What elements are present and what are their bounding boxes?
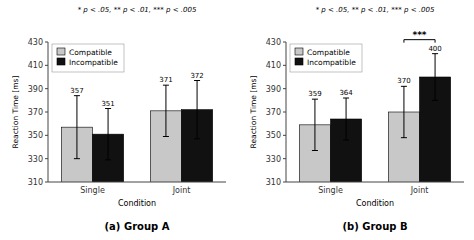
y-tick-label: 370 <box>266 108 281 117</box>
panel: 310 330 350 370 390 410 430 357 371 351 372 Single J… <box>11 6 226 240</box>
error-cap <box>312 150 318 151</box>
error-cap <box>401 86 407 87</box>
data-label: 370 <box>397 77 410 85</box>
error-line <box>76 96 77 159</box>
data-label: 372 <box>190 72 203 80</box>
y-axis-label: Reaction Time [ms] <box>249 76 258 149</box>
error-cap <box>163 85 169 86</box>
subtitle: * p < .05, ** p < .01, *** p < .005 <box>78 6 197 14</box>
y-tick-label: 350 <box>266 131 281 140</box>
error-cap <box>401 137 407 138</box>
error-bar <box>312 99 318 150</box>
legend-entry: Incompatible <box>69 58 118 67</box>
x-axis <box>286 182 464 183</box>
error-cap <box>74 158 80 159</box>
panel: 310 330 350 370 390 410 430 359 370 364 400*** Sing… <box>249 6 464 240</box>
plot-area <box>299 54 450 182</box>
y-axis <box>286 42 287 182</box>
error-cap <box>343 98 349 99</box>
y-tick-label: 390 <box>28 85 43 94</box>
plot-area <box>61 81 212 183</box>
y-tick-label: 310 <box>28 178 43 187</box>
error-line <box>403 86 404 137</box>
error-line <box>346 98 347 140</box>
error-line <box>197 81 198 139</box>
error-cap <box>163 136 169 137</box>
error-bar <box>74 96 80 159</box>
error-line <box>165 85 166 136</box>
error-bar <box>401 86 407 137</box>
y-tick-label: 310 <box>266 178 281 187</box>
x-tick-label: Joint <box>172 186 191 195</box>
legend-frame <box>52 44 124 72</box>
x-axis-label: Condition <box>356 199 394 208</box>
data-label: 364 <box>339 89 353 97</box>
data-label: 371 <box>159 76 172 84</box>
error-cap <box>105 108 111 109</box>
legend-entry: Compatible <box>69 48 112 57</box>
y-tick-label: 390 <box>266 85 281 94</box>
y-axis <box>48 42 49 182</box>
x-tick-label: Single <box>80 186 105 195</box>
legend: CompatibleIncompatible <box>52 44 124 72</box>
error-cap <box>105 159 111 160</box>
title: (a) Group A <box>105 221 170 232</box>
x-axis <box>48 182 226 183</box>
error-bar <box>163 85 169 136</box>
figure: 310 330 350 370 390 410 430 357 371 351 372 Single J… <box>0 0 474 240</box>
legend-swatch <box>57 58 65 65</box>
legend-entry: Compatible <box>307 48 350 57</box>
y-tick-label: 370 <box>28 108 43 117</box>
y-tick-label: 330 <box>28 155 43 164</box>
error-cap <box>432 53 438 54</box>
x-tick-label: Single <box>318 186 343 195</box>
error-line <box>314 99 315 150</box>
y-tick-label: 410 <box>28 61 43 70</box>
y-axis-label: Reaction Time [ms] <box>11 76 20 149</box>
subtitle: * p < .05, ** p < .01, *** p < .005 <box>316 6 435 14</box>
legend-swatch <box>295 58 303 65</box>
error-bar <box>343 98 349 140</box>
error-cap <box>432 100 438 101</box>
error-cap <box>343 140 349 141</box>
y-tick-label: 350 <box>28 131 43 140</box>
y-tick-label: 410 <box>266 61 281 70</box>
error-cap <box>194 138 200 139</box>
error-bar <box>194 81 200 139</box>
data-label: 400 <box>428 45 441 53</box>
error-cap <box>74 95 80 96</box>
y-tick-label: 430 <box>28 38 43 47</box>
error-bar <box>432 54 438 101</box>
x-axis-label: Condition <box>118 199 156 208</box>
data-label: 359 <box>308 90 321 98</box>
x-tick-label: Joint <box>410 186 429 195</box>
annotation: *** <box>412 30 426 40</box>
error-cap <box>312 99 318 100</box>
data-label: 357 <box>70 87 83 95</box>
y-tick-label: 330 <box>266 155 281 164</box>
legend: CompatibleIncompatible <box>290 44 362 72</box>
error-line <box>108 109 109 160</box>
error-bar <box>105 109 111 160</box>
legend-frame <box>290 44 362 72</box>
error-line <box>435 54 436 101</box>
legend-swatch <box>295 48 303 55</box>
title: (b) Group B <box>342 221 407 232</box>
data-label: 351 <box>101 100 114 108</box>
y-tick-label: 430 <box>266 38 281 47</box>
legend-entry: Incompatible <box>307 58 356 67</box>
legend-swatch <box>57 48 65 55</box>
error-cap <box>194 80 200 81</box>
